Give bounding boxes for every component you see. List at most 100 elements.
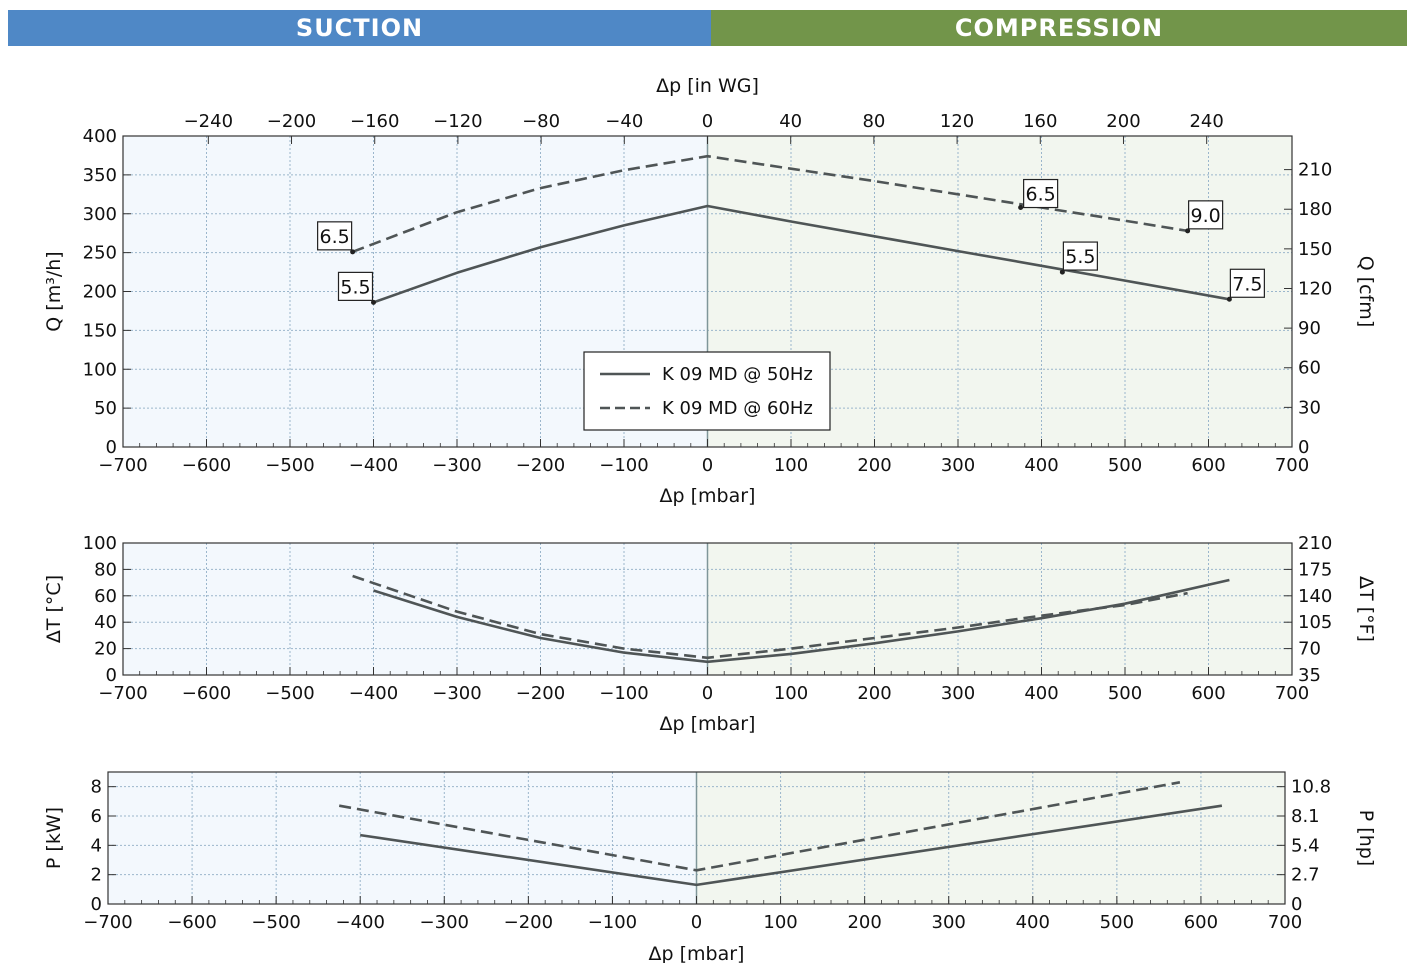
y-tick-label: 50 (94, 398, 117, 419)
annotation-point (1185, 228, 1191, 234)
annotation-label: 9.0 (1191, 205, 1221, 227)
compression-area (696, 772, 1285, 904)
y2-tick-label: 35 (1298, 665, 1321, 686)
annotation-point (1059, 269, 1065, 275)
x-tick-label: −200 (516, 455, 565, 476)
x-tick-label: 700 (1275, 455, 1309, 476)
x-tick-label: −700 (98, 455, 147, 476)
y-tick-label: 300 (83, 204, 117, 225)
y2-tick-label: 150 (1298, 239, 1332, 260)
y2-tick-label: 140 (1298, 586, 1332, 607)
x-tick-label: −400 (349, 683, 398, 704)
annotation-box (337, 271, 374, 301)
x-tick-label: 400 (1016, 912, 1050, 933)
x-tick-label: 0 (691, 912, 702, 933)
y-tick-label: 200 (83, 282, 117, 303)
legend-label-60hz: K 09 MD @ 60Hz (662, 398, 813, 419)
x-tick-label: 700 (1268, 912, 1302, 933)
x-tick-label: −200 (516, 683, 565, 704)
x-tick-label: −500 (265, 455, 314, 476)
y2-tick-label: 2.7 (1291, 865, 1320, 886)
x-axis-label: Δp [mbar] (660, 713, 756, 735)
y2-tick-label: 10.8 (1291, 777, 1331, 798)
annotation-label: 7.5 (1232, 273, 1262, 295)
y2-tick-label: 30 (1298, 397, 1321, 418)
annotation-box (1062, 241, 1098, 271)
x-tick-label: 500 (1100, 912, 1134, 933)
y-tick-label: 80 (94, 559, 117, 580)
annotation-point (371, 299, 376, 305)
annotation-box (317, 221, 353, 251)
y2-tick-label: 105 (1298, 612, 1332, 633)
x2-axis-label: Δp [in WG] (656, 75, 759, 97)
annotation-box (1023, 178, 1059, 209)
y-axis-label: P [kW] (43, 807, 65, 869)
y-tick-label: 6 (91, 806, 102, 827)
y-tick-label: 20 (94, 639, 117, 660)
y2-tick-label: 5.4 (1291, 835, 1320, 856)
y-tick-label: 40 (94, 612, 117, 633)
x-tick-label: 200 (857, 683, 891, 704)
x2-tick-label: 120 (940, 111, 974, 132)
series-line-60hz (352, 154, 1188, 254)
y2-tick-label: 90 (1298, 318, 1321, 339)
legend-box (583, 351, 831, 431)
x-tick-label: 600 (1191, 455, 1225, 476)
x-tick-label: −200 (504, 912, 553, 933)
x2-tick-label: 200 (1106, 111, 1140, 132)
compression-area (707, 543, 1292, 675)
y2-tick-label: 60 (1298, 358, 1321, 379)
y-axis-label: ΔT [°C] (43, 575, 65, 643)
x-tick-label: 200 (847, 912, 881, 933)
y2-axis-label: P [hp] (1355, 810, 1377, 866)
legend-label-50hz: K 09 MD @ 50Hz (662, 364, 813, 385)
x-tick-label: −500 (265, 683, 314, 704)
legend: K 09 MD @ 50Hz K 09 MD @ 60Hz (583, 351, 831, 431)
x2-tick-label: −80 (522, 111, 560, 132)
series-line-60hz (352, 574, 1188, 660)
annotation-point (1018, 205, 1024, 211)
y-tick-label: 2 (91, 865, 102, 886)
y-tick-label: 100 (83, 533, 117, 554)
compression-banner: COMPRESSION (711, 10, 1407, 46)
y-tick-label: 250 (83, 243, 117, 264)
y2-tick-label: 0 (1298, 437, 1309, 458)
x-tick-label: −600 (167, 912, 216, 933)
series-line-50hz (373, 204, 1230, 304)
y2-tick-label: 8.1 (1291, 806, 1320, 827)
y2-tick-label: 0 (1291, 894, 1302, 915)
x-tick-label: −700 (98, 683, 147, 704)
x-tick-label: 300 (932, 912, 966, 933)
y2-axis-label: Q [cfm] (1355, 256, 1377, 327)
y-tick-label: 0 (106, 437, 117, 458)
x-tick-label: −300 (420, 912, 469, 933)
x2-tick-label: −160 (350, 111, 399, 132)
x-axis-label: Δp [mbar] (649, 943, 745, 963)
x-tick-label: −100 (588, 912, 637, 933)
y-tick-label: 400 (83, 126, 117, 147)
x-tick-label: −600 (182, 455, 231, 476)
x-tick-label: −400 (349, 455, 398, 476)
x-tick-label: −300 (432, 455, 481, 476)
x2-tick-label: 40 (779, 111, 802, 132)
x-tick-label: 700 (1275, 683, 1309, 704)
annotation-label: 5.5 (340, 276, 370, 298)
x2-tick-label: 240 (1189, 111, 1223, 132)
y2-tick-label: 210 (1298, 533, 1332, 554)
y-axis-label: Q [m³/h] (43, 251, 65, 331)
annotation-point (1226, 296, 1232, 302)
x-tick-label: −600 (182, 683, 231, 704)
x2-tick-label: −40 (605, 111, 643, 132)
suction-banner: SUCTION (8, 10, 711, 46)
x-tick-label: 0 (702, 683, 713, 704)
annotation-label: 6.5 (320, 226, 350, 248)
x-tick-label: −400 (335, 912, 384, 933)
x-tick-label: 100 (774, 683, 808, 704)
x-tick-label: 500 (1108, 455, 1142, 476)
x-tick-label: −700 (83, 912, 132, 933)
annotation-label: 5.5 (1065, 246, 1095, 268)
x-tick-label: 0 (702, 455, 713, 476)
x-tick-label: 600 (1184, 912, 1218, 933)
y-tick-label: 8 (91, 777, 102, 798)
